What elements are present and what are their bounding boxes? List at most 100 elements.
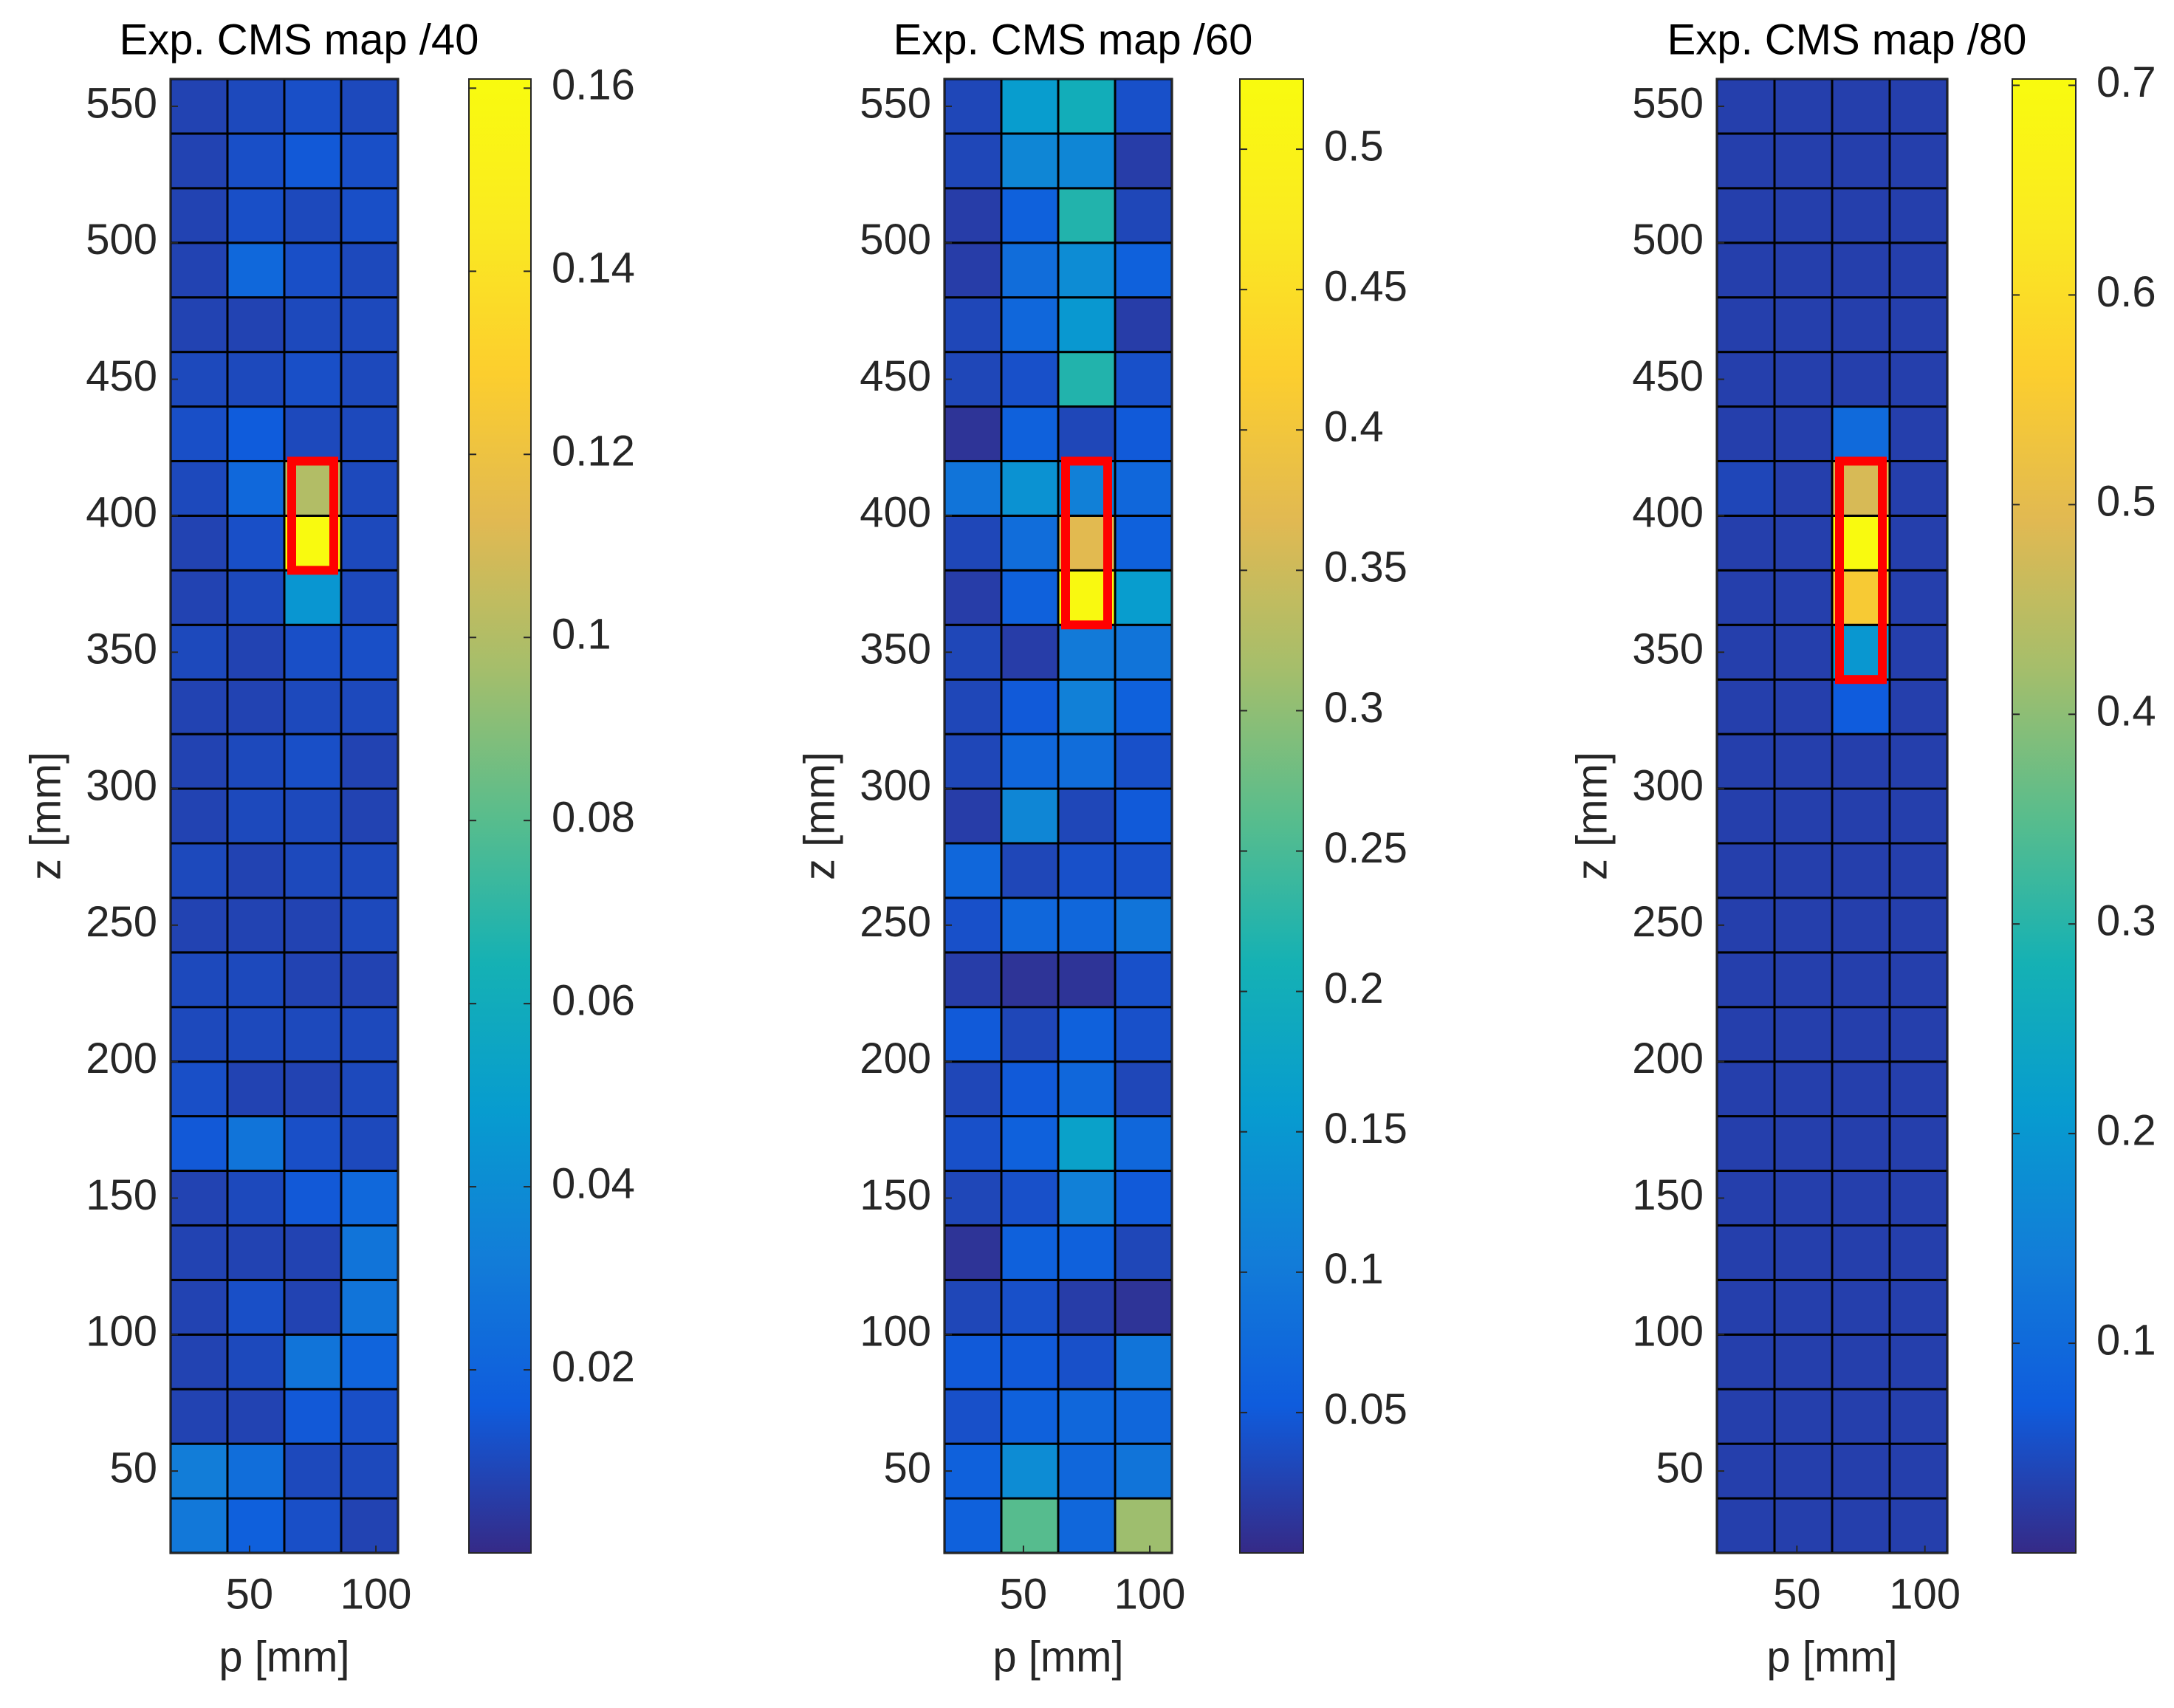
heatmap-cell bbox=[1888, 1170, 1949, 1227]
heatmap-cell bbox=[1114, 132, 1173, 190]
heatmap-cell bbox=[1831, 1060, 1891, 1118]
heatmap-cell bbox=[169, 787, 229, 845]
y-axis-label: z [mm] bbox=[1568, 752, 1616, 880]
heatmap-cell bbox=[169, 351, 229, 408]
colorbar-tick-label: 0.5 bbox=[2096, 478, 2156, 526]
heatmap-cell bbox=[226, 241, 286, 299]
heatmap-cell bbox=[1057, 405, 1117, 462]
heatmap-cell bbox=[283, 187, 343, 244]
heatmap-cell bbox=[1888, 1278, 1949, 1336]
heatmap-cell bbox=[943, 132, 1003, 190]
heatmap-cell bbox=[1773, 951, 1834, 1009]
heatmap-cell bbox=[943, 1388, 1003, 1445]
colorbar bbox=[468, 78, 532, 1554]
heatmap-cell bbox=[1000, 241, 1060, 299]
colorbar bbox=[2012, 78, 2077, 1554]
heatmap-cell bbox=[283, 1388, 343, 1445]
heatmap-cell bbox=[1057, 733, 1117, 790]
heatmap-cell bbox=[1114, 1060, 1173, 1118]
heatmap-cell bbox=[226, 842, 286, 899]
colorbar-tick-label: 0.3 bbox=[2096, 897, 2156, 945]
chart-title: Exp. CMS map /40 bbox=[120, 16, 479, 64]
heatmap-cell bbox=[1773, 405, 1834, 462]
heatmap-cell bbox=[226, 405, 286, 462]
x-axis-label: p [mm] bbox=[1766, 1633, 1897, 1681]
colorbar-tick-label: 0.15 bbox=[1324, 1105, 1407, 1153]
heatmap-cell bbox=[1057, 1060, 1117, 1118]
heatmap-cell bbox=[943, 1170, 1003, 1227]
colorbar-tick-label: 0.4 bbox=[1324, 403, 1384, 451]
heatmap-cell bbox=[1057, 187, 1117, 244]
heatmap-cell bbox=[1114, 1278, 1173, 1336]
y-tick-label: 400 bbox=[1632, 489, 1704, 537]
heatmap-cell bbox=[1000, 733, 1060, 790]
heatmap-cell bbox=[1773, 569, 1834, 626]
heatmap-cell bbox=[1715, 678, 1776, 735]
colorbar-tick-label: 0.2 bbox=[2096, 1106, 2156, 1154]
heatmap-cell bbox=[340, 351, 400, 408]
heatmap-cell bbox=[943, 241, 1003, 299]
heatmap-cell bbox=[1114, 187, 1173, 244]
heatmap-cell bbox=[340, 1224, 400, 1281]
y-tick-label: 450 bbox=[86, 352, 157, 400]
heatmap-cell bbox=[340, 78, 400, 135]
heatmap-cell bbox=[943, 787, 1003, 845]
colorbar-tick-label: 0.4 bbox=[2096, 687, 2156, 735]
heatmap-cell bbox=[226, 623, 286, 681]
heatmap-cell bbox=[1000, 78, 1060, 135]
heatmap-cell bbox=[169, 678, 229, 735]
heatmap-cell bbox=[283, 569, 343, 626]
heatmap-cell bbox=[1831, 1115, 1891, 1173]
heatmap-cell bbox=[169, 514, 229, 572]
heatmap-cell bbox=[283, 787, 343, 845]
heatmap-cell bbox=[1057, 1224, 1117, 1281]
heatmap-cell bbox=[1000, 405, 1060, 462]
heatmap-cell bbox=[1715, 1442, 1776, 1500]
heatmap-cell bbox=[283, 951, 343, 1009]
colorbar-tick-label: 0.05 bbox=[1324, 1385, 1407, 1433]
heatmap-cell bbox=[1000, 187, 1060, 244]
heatmap-cell bbox=[283, 1497, 343, 1554]
heatmap-cell bbox=[283, 132, 343, 190]
heatmap-cell bbox=[1831, 1388, 1891, 1445]
y-tick-label: 350 bbox=[86, 625, 157, 673]
heatmap-cell bbox=[169, 951, 229, 1009]
heatmap-cell bbox=[1715, 1388, 1776, 1445]
heatmap-cell bbox=[169, 623, 229, 681]
y-tick-label: 500 bbox=[1632, 216, 1704, 264]
colorbar-tick-label: 0.16 bbox=[552, 61, 635, 109]
heatmap-cell bbox=[1773, 187, 1834, 244]
heatmap-cell bbox=[1715, 1224, 1776, 1281]
heatmap-cell bbox=[1773, 1060, 1834, 1118]
heatmap-cell bbox=[283, 1115, 343, 1173]
heatmap-cell bbox=[283, 733, 343, 790]
heatmap-cell bbox=[283, 1060, 343, 1118]
heatmap-cell bbox=[1715, 1060, 1776, 1118]
y-tick-label: 200 bbox=[1632, 1035, 1704, 1083]
heatmap-cell bbox=[226, 678, 286, 735]
heatmap-cell bbox=[1000, 678, 1060, 735]
heatmap-cell bbox=[226, 896, 286, 954]
colorbar-tick-label: 0.08 bbox=[552, 794, 635, 842]
axes-box bbox=[944, 78, 1173, 1554]
heatmap-cell bbox=[1000, 351, 1060, 408]
heatmap-cell bbox=[226, 1333, 286, 1390]
y-tick-label: 350 bbox=[1632, 625, 1704, 673]
heatmap-cell bbox=[1888, 187, 1949, 244]
heatmap-cell bbox=[1773, 1170, 1834, 1227]
heatmap-cell bbox=[340, 569, 400, 626]
heatmap-cell bbox=[943, 1224, 1003, 1281]
heatmap-cell bbox=[1114, 787, 1173, 845]
heatmap-cell bbox=[340, 1333, 400, 1390]
heatmap-cell bbox=[283, 241, 343, 299]
heatmap-cell bbox=[1114, 459, 1173, 517]
heatmap-cell bbox=[1831, 1278, 1891, 1336]
heatmap-cell bbox=[1057, 1442, 1117, 1500]
heatmap-cell bbox=[340, 951, 400, 1009]
heatmap-cell bbox=[1715, 1170, 1776, 1227]
heatmap-cell bbox=[1888, 569, 1949, 626]
heatmap-cell bbox=[1114, 1388, 1173, 1445]
heatmap-cell bbox=[1057, 623, 1117, 681]
heatmap-cell bbox=[1000, 1224, 1060, 1281]
